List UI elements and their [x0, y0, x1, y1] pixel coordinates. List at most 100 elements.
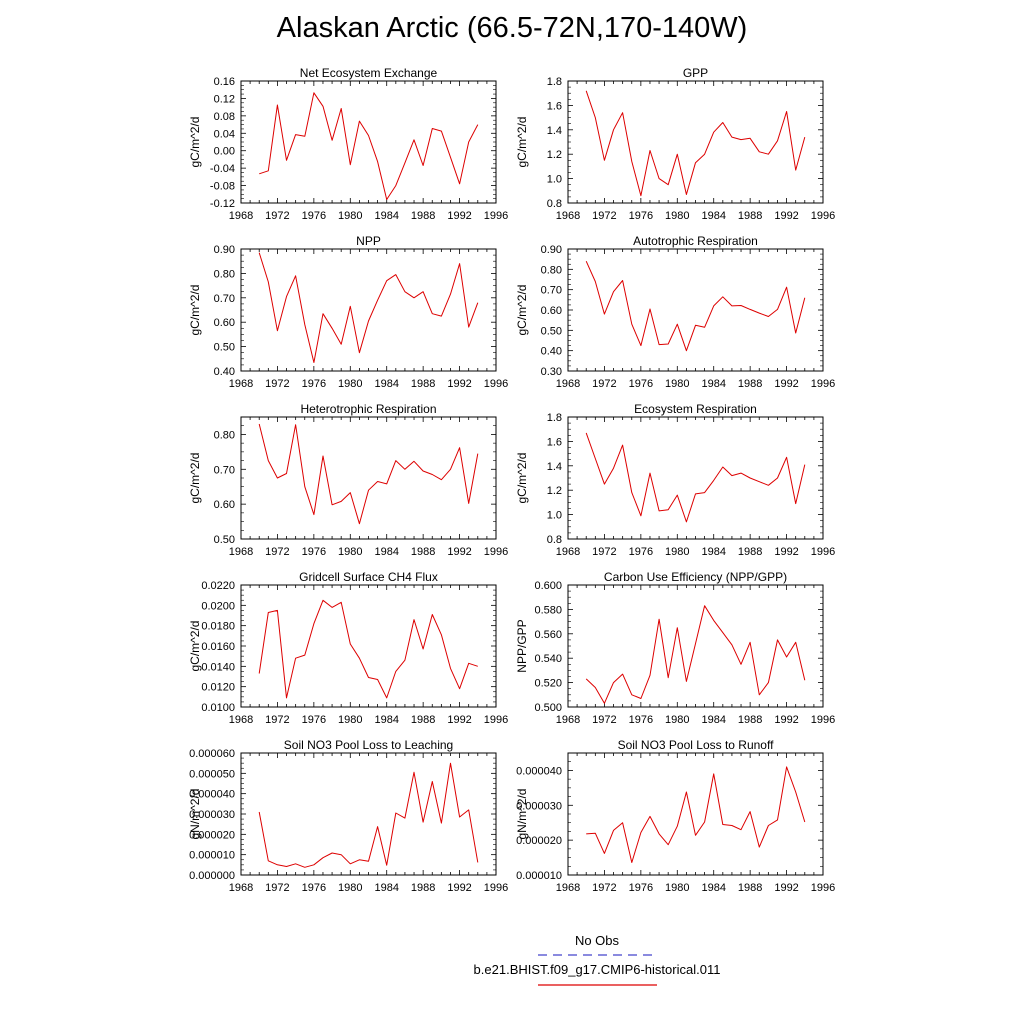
y-axis-label: gC/m^2/d	[188, 621, 202, 672]
y-tick-label: 1.2	[547, 149, 562, 161]
chart-panel-2: GPP gC/m^2/d 1968 1972 1976 1980 1984 1988 1992 1…	[515, 66, 835, 222]
x-tick-label: 1976	[629, 882, 653, 894]
plot-frame	[240, 584, 497, 708]
x-tick-label: 1980	[338, 546, 362, 558]
page-title: Alaskan Arctic (66.5-72N,170-140W)	[276, 12, 748, 44]
x-tick-label: 1968	[556, 378, 580, 390]
y-tick-label: 1.8	[547, 412, 562, 424]
plot-frame	[240, 248, 497, 372]
x-tick-label: 1984	[701, 210, 725, 222]
x-tick-label: 1988	[411, 378, 435, 390]
x-tick-label: 1976	[302, 882, 326, 894]
y-tick-label: -0.12	[210, 198, 235, 210]
y-tick-label: 0.0220	[201, 580, 235, 592]
x-tick-label: 1984	[701, 882, 725, 894]
y-tick-label: 0.000020	[516, 835, 562, 847]
plot-frame	[567, 752, 824, 876]
y-tick-label: 0.90	[541, 244, 562, 256]
x-tick-label: 1980	[665, 210, 689, 222]
x-tick-label: 1972	[265, 882, 289, 894]
x-tick-label: 1992	[447, 210, 471, 222]
x-tick-label: 1980	[338, 210, 362, 222]
x-tick-label: 1992	[447, 714, 471, 726]
series-line	[258, 252, 479, 363]
y-tick-label: -0.04	[210, 163, 235, 175]
y-tick-label: 0.40	[541, 346, 562, 358]
y-tick-label: 0.40	[214, 366, 235, 378]
x-tick-label: 1968	[556, 714, 580, 726]
y-axis-label: gN/m^2/d	[188, 789, 202, 840]
x-tick-label: 1984	[374, 546, 398, 558]
y-tick-label: 0.580	[534, 604, 562, 616]
x-tick-label: 1992	[447, 882, 471, 894]
x-tick-label: 1996	[811, 378, 835, 390]
y-axis-label: gC/m^2/d	[515, 453, 529, 504]
y-axis-label: gC/m^2/d	[515, 285, 529, 336]
y-tick-label: 0.80	[214, 268, 235, 280]
x-tick-label: 1988	[411, 210, 435, 222]
chart-panel-6: Ecosystem Respiration gC/m^2/d 1968 1972 197…	[515, 402, 835, 558]
x-tick-label: 1980	[665, 882, 689, 894]
y-axis-label: gN/m^2/d	[515, 789, 529, 840]
series-line	[259, 92, 479, 200]
x-tick-label: 1972	[592, 714, 616, 726]
x-tick-label: 1984	[374, 714, 398, 726]
plot-frame	[240, 752, 497, 876]
y-tick-label: 0.60	[214, 317, 235, 329]
plot-frame	[240, 416, 497, 540]
y-tick-label: 1.8	[547, 76, 562, 88]
y-tick-label: 0.540	[534, 653, 562, 665]
y-tick-label: 0.520	[534, 678, 562, 690]
x-tick-label: 1984	[701, 714, 725, 726]
y-tick-label: 1.0	[547, 510, 562, 522]
y-tick-label: 0.00	[214, 146, 235, 158]
y-tick-label: 0.0180	[201, 621, 235, 633]
y-tick-label: 0.0140	[201, 661, 235, 673]
y-tick-label: 0.90	[214, 244, 235, 256]
y-tick-label: 0.000040	[189, 789, 235, 801]
y-tick-label: 0.0160	[201, 641, 235, 653]
y-tick-label: 0.50	[214, 342, 235, 354]
x-tick-label: 1992	[774, 714, 798, 726]
x-tick-label: 1980	[665, 378, 689, 390]
x-tick-label: 1968	[556, 210, 580, 222]
y-tick-label: 1.6	[547, 436, 562, 448]
chart-panel-9: Soil NO3 Pool Loss to Leaching gN/m^2/d 19…	[188, 738, 508, 894]
y-axis-label: gC/m^2/d	[515, 117, 529, 168]
plot-frame	[240, 80, 497, 204]
y-tick-label: 0.70	[541, 285, 562, 297]
x-tick-label: 1972	[265, 714, 289, 726]
x-tick-label: 1984	[701, 378, 725, 390]
chart-panel-1: Net Ecosystem Exchange gC/m^2/d 1968 1972 19…	[188, 66, 508, 222]
x-tick-label: 1996	[811, 882, 835, 894]
y-tick-label: 0.04	[214, 128, 235, 140]
x-tick-label: 1996	[484, 714, 508, 726]
x-tick-label: 1992	[774, 882, 798, 894]
x-tick-label: 1980	[338, 378, 362, 390]
y-tick-label: 0.0120	[201, 682, 235, 694]
y-tick-label: 0.000040	[516, 765, 562, 777]
x-tick-label: 1976	[302, 546, 326, 558]
chart-title: Carbon Use Efficiency (NPP/GPP)	[604, 570, 787, 584]
chart-panel-3: NPP gC/m^2/d 1968 1972 1976 1980 1984 1988 1992 1…	[188, 234, 508, 390]
y-tick-label: 1.2	[547, 485, 562, 497]
y-axis-label: gC/m^2/d	[188, 453, 202, 504]
x-tick-label: 1996	[811, 546, 835, 558]
y-tick-label: 0.50	[541, 325, 562, 337]
x-tick-label: 1968	[556, 546, 580, 558]
y-tick-label: 0.50	[214, 534, 235, 546]
y-tick-label: 0.000060	[189, 748, 235, 760]
y-axis-label: NPP/GPP	[515, 619, 529, 672]
x-tick-label: 1976	[629, 546, 653, 558]
y-tick-label: 0.0200	[201, 600, 235, 612]
y-tick-label: 0.000050	[189, 768, 235, 780]
y-tick-label: 1.4	[547, 461, 562, 473]
y-tick-label: 0.30	[541, 366, 562, 378]
x-tick-label: 1976	[629, 378, 653, 390]
x-tick-label: 1992	[774, 378, 798, 390]
y-tick-label: 0.500	[534, 702, 562, 714]
series-line	[585, 90, 806, 197]
chart-title: Heterotrophic Respiration	[300, 402, 436, 416]
x-tick-label: 1992	[774, 210, 798, 222]
x-tick-label: 1972	[265, 546, 289, 558]
